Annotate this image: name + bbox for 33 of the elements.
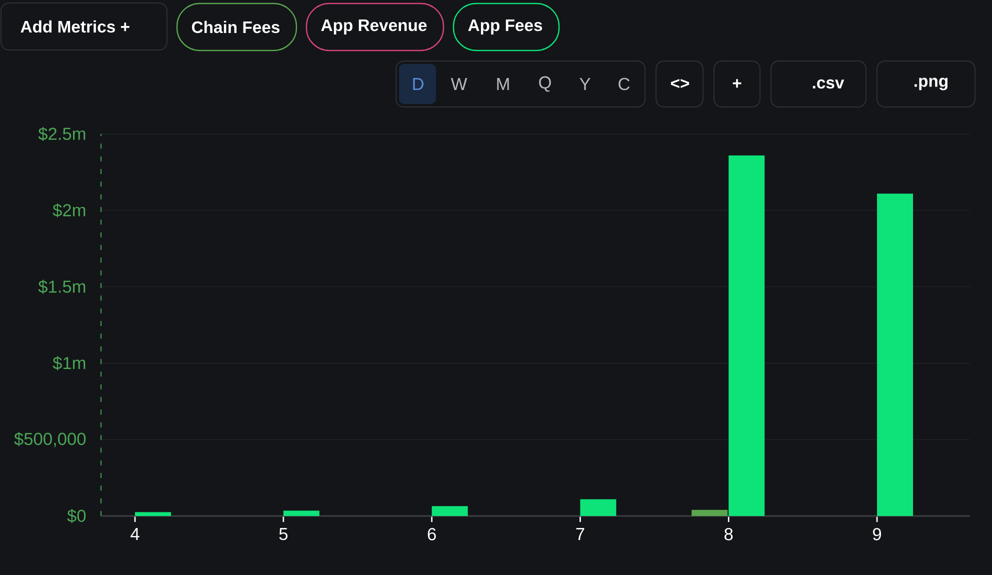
text: + bbox=[732, 79, 742, 88]
bar bbox=[432, 506, 468, 516]
x-tick-label: 7 bbox=[576, 528, 584, 540]
y-tick-label: $500,000 bbox=[14, 432, 86, 448]
legend-label: Chain Fees bbox=[192, 20, 280, 34]
text: C bbox=[618, 78, 630, 90]
bar bbox=[135, 512, 172, 516]
y-tick-label: $1.5m bbox=[38, 280, 86, 294]
y-tick-label: $2m bbox=[52, 203, 86, 218]
text: D bbox=[413, 78, 424, 90]
text: Y bbox=[580, 78, 590, 90]
x-tick-label: 5 bbox=[279, 528, 288, 540]
y-tick-label: $0 bbox=[67, 508, 86, 524]
text: M bbox=[497, 78, 509, 90]
text: Q bbox=[539, 76, 551, 92]
bar bbox=[580, 499, 616, 516]
x-tick-label: 9 bbox=[873, 528, 882, 540]
x-tick-label: 8 bbox=[724, 528, 733, 540]
text: .csv bbox=[812, 79, 844, 89]
y-tick-label: $2.5m bbox=[38, 126, 86, 141]
bar bbox=[692, 510, 728, 516]
bar bbox=[728, 155, 765, 516]
x-tick-label: 4 bbox=[130, 528, 140, 540]
y-tick-label: $1m bbox=[52, 356, 86, 370]
text: W bbox=[450, 78, 468, 90]
text: Add Metrics + bbox=[20, 20, 130, 33]
legend-label: App Fees bbox=[468, 20, 542, 34]
text: <> bbox=[670, 79, 690, 88]
legend-label: App Revenue bbox=[321, 20, 427, 34]
x-tick-label: 6 bbox=[428, 528, 436, 540]
bar bbox=[877, 194, 914, 516]
bar bbox=[283, 510, 320, 516]
text: .png bbox=[914, 78, 948, 90]
